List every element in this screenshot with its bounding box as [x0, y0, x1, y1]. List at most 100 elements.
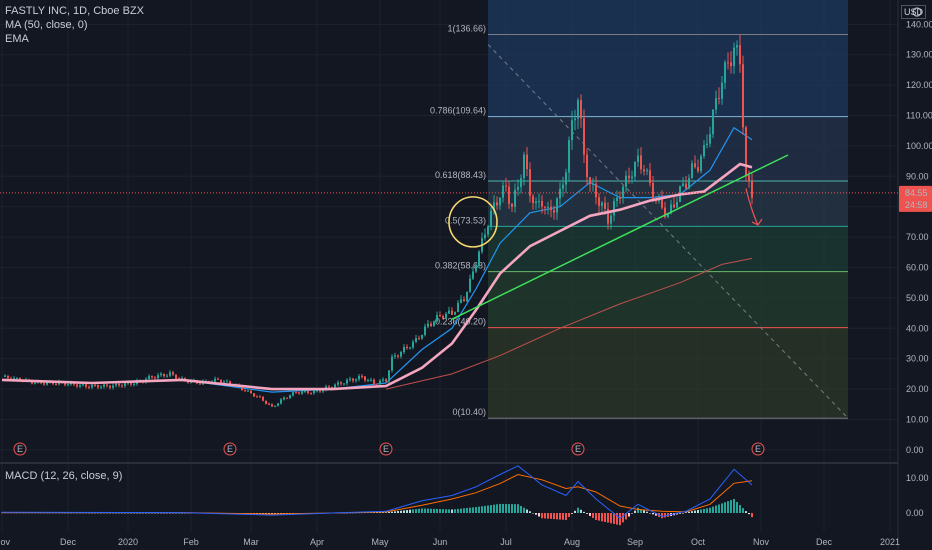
macd-histogram-bar [460, 508, 462, 513]
macd-histogram-bar [589, 513, 591, 516]
candle-body [703, 145, 705, 157]
candle-body [475, 266, 477, 272]
time-tick-label: Dec [816, 537, 833, 547]
candle-body [721, 82, 723, 99]
macd-histogram-bar [439, 509, 441, 513]
time-axis[interactable]: Nov Dec 2020 Feb Mar Apr May Jun Jul Aug Sep Oct Nov… [0, 537, 900, 547]
currency-label[interactable]: USD [900, 5, 926, 19]
macd-histogram-bar [163, 512, 165, 514]
macd-histogram-bar [472, 507, 474, 513]
candle-body [346, 379, 348, 384]
candle-body [748, 175, 750, 182]
macd-histogram-bar [709, 507, 711, 513]
earnings-marker [751, 442, 765, 456]
candle-body [532, 195, 534, 204]
candle-body [388, 370, 390, 382]
macd-histogram-bar [562, 513, 564, 520]
candle-body [67, 384, 69, 386]
price-tick-label: 100.00 [906, 141, 932, 151]
macd-histogram-bar [445, 509, 447, 513]
fib-level-label: 0.236(40.20) [435, 317, 486, 327]
macd-histogram-bar [463, 508, 465, 513]
candle-body [109, 385, 111, 388]
macd-histogram-bar [676, 513, 678, 515]
fib-level-label: 0.5(73.53) [445, 215, 486, 225]
candle-body [436, 315, 438, 322]
macd-histogram-bar [454, 509, 456, 513]
macd-histogram-bar [616, 513, 618, 525]
macd-histogram-bar [727, 501, 729, 513]
candle-body [445, 313, 447, 319]
candle-body [337, 382, 339, 385]
candle-body [4, 375, 6, 377]
candle-body [322, 389, 324, 392]
candle-body [418, 338, 420, 340]
candle-body [370, 379, 372, 381]
candle-body [637, 155, 639, 162]
candle-body [409, 347, 411, 349]
candle-body [670, 204, 672, 214]
candle-body [514, 189, 516, 207]
macd-histogram-bar [466, 507, 468, 513]
candle-body [163, 373, 165, 377]
candle-body [496, 202, 498, 206]
macd-histogram-bar [688, 511, 690, 513]
macd-title[interactable]: MACD (12, 26, close, 9) [5, 470, 123, 482]
candle-body [343, 383, 345, 385]
macd-histogram-bar [169, 512, 171, 514]
candle-body [613, 200, 615, 216]
candle-body [319, 390, 321, 392]
macd-histogram-bar [118, 512, 120, 514]
candle-body [358, 375, 360, 380]
candle-body [352, 378, 354, 381]
macd-histogram-bar [178, 512, 180, 514]
candle-body [121, 385, 123, 387]
macd-histogram-bar [532, 513, 534, 514]
candle-body [220, 379, 222, 383]
candle-body [706, 143, 708, 146]
price-axis[interactable]: 0.00 10.00 20.00 30.00 40.00 50.00 60.00 70.00 8… [899, 7, 932, 518]
macd-histogram-bar [415, 509, 417, 513]
macd-histogram-bar [394, 511, 396, 513]
macd-histogram-bar [400, 510, 402, 513]
macd-histogram-bar [523, 507, 525, 513]
ema-legend[interactable]: EMA [5, 33, 29, 45]
candle-body [379, 380, 381, 384]
macd-histogram-bar [712, 506, 714, 513]
candle-body [523, 154, 525, 179]
macd-histogram-bar [403, 510, 405, 513]
macd-histogram-bar [646, 511, 648, 513]
macd-histogram-bar [715, 505, 717, 513]
macd-histogram-bar [577, 507, 579, 513]
candle-body [610, 215, 612, 224]
symbol-title[interactable]: FASTLY INC, 1D, Cboe BZX [5, 5, 144, 17]
candle-body [733, 47, 735, 67]
settings-icon[interactable] [912, 7, 922, 17]
macd-histogram-bar [511, 504, 513, 513]
earnings-marker-label: E [383, 444, 389, 454]
candle-body [298, 392, 300, 394]
macd-histogram-bar [529, 511, 531, 513]
macd-histogram-bar [580, 509, 582, 513]
candle-body [85, 384, 87, 387]
fib-zone [488, 116, 848, 182]
candle-body [430, 323, 432, 326]
price-tick-label: 140.00 [906, 19, 932, 29]
candle-body [652, 183, 654, 200]
candle-body [631, 176, 633, 179]
ma-legend[interactable]: MA (50, close, 0) [5, 19, 88, 31]
macd-histogram-bar [469, 507, 471, 513]
time-tick-label: Jul [500, 537, 512, 547]
time-tick-label: 2020 [118, 537, 138, 547]
macd-histogram-bar [697, 510, 699, 513]
macd-histogram-bar [154, 512, 156, 514]
price-tick-label: 20.00 [906, 384, 929, 394]
candle-body [148, 376, 150, 380]
price-tick-label: 50.00 [906, 293, 929, 303]
macd-histogram-bar [601, 513, 603, 522]
candle-body [223, 381, 225, 383]
candle-body [151, 376, 153, 378]
fibonacci-retracement[interactable]: 1(136.66) 0.786(109.64) 0.618(88.43) 0.5(73… [430, 0, 849, 419]
